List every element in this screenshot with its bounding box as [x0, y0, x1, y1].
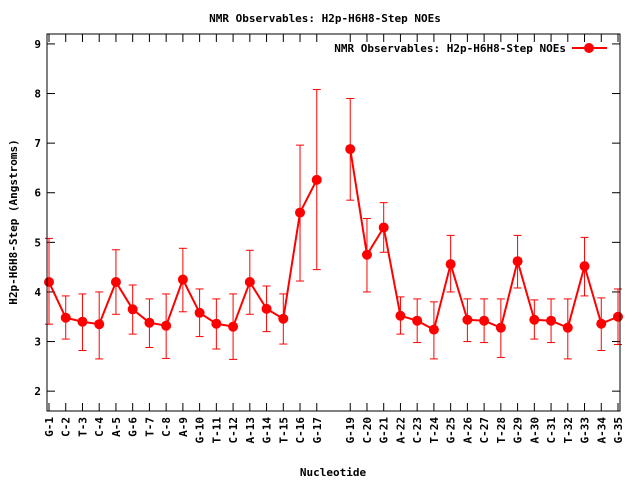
- y-tick-label: 4: [34, 286, 41, 299]
- data-point: [596, 318, 607, 329]
- data-point: [161, 320, 172, 331]
- data-point: [311, 174, 322, 185]
- x-tick-label: T-28: [495, 417, 508, 444]
- x-tick-label: T-11: [210, 417, 223, 444]
- legend-label: NMR Observables: H2p-H6H8-Step NOEs: [334, 42, 566, 55]
- y-tick-label: 2: [34, 385, 41, 398]
- x-tick-label: A-22: [394, 417, 407, 444]
- x-tick-label: A-26: [461, 417, 474, 444]
- x-tick-label: G-25: [445, 417, 458, 444]
- x-tick-label: G-19: [344, 417, 357, 444]
- y-axis-label: H2p-H6H8-Step (Angstroms): [7, 139, 20, 305]
- data-point: [261, 303, 272, 314]
- data-point: [278, 313, 289, 324]
- y-tick-label: 7: [34, 137, 41, 150]
- x-tick-label: A-13: [244, 417, 257, 444]
- data-point: [428, 324, 439, 335]
- data-point: [445, 259, 456, 270]
- data-point: [512, 256, 523, 267]
- data-point: [462, 314, 473, 325]
- chart-title: NMR Observables: H2p-H6H8-Step NOEs: [209, 12, 441, 25]
- data-point: [144, 317, 155, 328]
- y-tick-label: 8: [34, 88, 41, 101]
- x-tick-label: C-8: [160, 417, 173, 437]
- x-tick-label: T-15: [277, 417, 290, 444]
- data-point: [77, 316, 88, 327]
- x-tick-label: T-24: [428, 417, 441, 444]
- legend: NMR Observables: H2p-H6H8-Step NOEs: [334, 42, 607, 55]
- y-tick-label: 5: [34, 236, 41, 249]
- x-tick-label: C-4: [93, 417, 106, 437]
- x-tick-label: T-3: [76, 417, 89, 437]
- data-point: [412, 315, 423, 326]
- x-tick-label: A-9: [177, 417, 190, 437]
- y-tick-label: 3: [34, 336, 41, 349]
- data-point: [495, 322, 506, 333]
- data-point: [562, 322, 573, 333]
- x-tick-label: G-10: [194, 417, 207, 444]
- data-point: [110, 277, 121, 288]
- x-tick-label: G-6: [127, 417, 140, 437]
- data-point: [127, 304, 138, 315]
- legend-marker: [584, 43, 594, 53]
- data-point: [378, 222, 389, 233]
- x-tick-label: C-2: [60, 417, 73, 437]
- data-point: [395, 310, 406, 321]
- x-tick-label: G-35: [612, 417, 625, 444]
- data-point: [479, 315, 490, 326]
- x-tick-label: G-21: [378, 417, 391, 444]
- x-tick-label: C-27: [478, 417, 491, 444]
- data-point: [546, 315, 557, 326]
- data-point: [177, 274, 188, 285]
- data-point: [94, 319, 105, 330]
- data-point: [613, 311, 623, 322]
- x-tick-label: G-29: [512, 417, 525, 444]
- data-point: [579, 261, 590, 272]
- data-point: [228, 321, 239, 332]
- data-point: [529, 314, 540, 325]
- x-tick-label: T-7: [143, 417, 156, 437]
- x-axis-label: Nucleotide: [300, 466, 367, 479]
- x-tick-label: C-23: [411, 417, 424, 444]
- plot-border: [46, 33, 621, 412]
- x-tick-label: A-30: [528, 417, 541, 444]
- x-tick-label: A-5: [110, 417, 123, 437]
- x-tick-label: G-17: [311, 417, 324, 444]
- x-tick-label: A-34: [595, 417, 608, 444]
- x-tick-label: C-31: [545, 417, 558, 444]
- data-point: [345, 144, 356, 155]
- data-point: [361, 249, 372, 260]
- x-tick-label: C-16: [294, 417, 307, 444]
- data-point: [244, 277, 255, 288]
- x-tick-label: G-1: [43, 417, 56, 437]
- y-tick-label: 9: [34, 38, 41, 51]
- y-tick-label: 6: [34, 187, 41, 200]
- series-1: [44, 89, 623, 360]
- x-tick-label: G-33: [579, 417, 592, 444]
- x-tick-label: C-20: [361, 417, 374, 444]
- data-point: [295, 207, 306, 218]
- data-point: [44, 277, 54, 288]
- data-point: [194, 307, 205, 318]
- data-point: [211, 318, 222, 329]
- x-tick-label: C-12: [227, 417, 240, 444]
- x-tick-label: T-32: [562, 417, 575, 444]
- data-point: [60, 312, 71, 323]
- x-tick-label: G-14: [261, 417, 274, 444]
